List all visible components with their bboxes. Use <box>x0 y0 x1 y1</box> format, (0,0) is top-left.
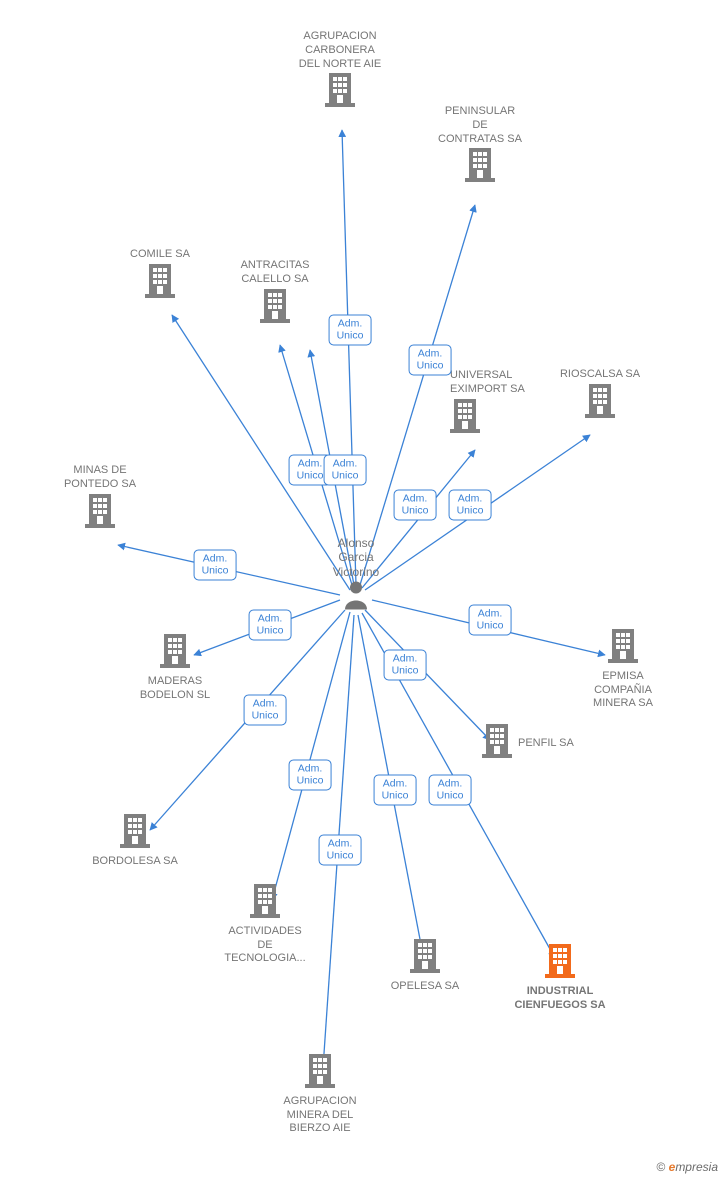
building-icon <box>325 71 355 112</box>
building-icon <box>260 287 290 328</box>
edge-label: Adm.Unico <box>429 774 472 805</box>
edge-label: Adm.Unico <box>249 609 292 640</box>
footer-copyright: © empresia <box>656 1160 718 1174</box>
building-icon <box>608 627 638 668</box>
building-icon <box>585 382 615 423</box>
edge-label: Adm.Unico <box>289 759 332 790</box>
building-icon <box>305 1052 335 1093</box>
building-icon <box>145 262 175 303</box>
company-node[interactable]: BORDOLESA SA <box>80 812 190 869</box>
edge-label: Adm.Unico <box>409 344 452 375</box>
building-icon <box>250 882 280 923</box>
company-node[interactable]: RIOSCALSA SA <box>545 366 655 423</box>
copyright-symbol: © <box>656 1160 665 1174</box>
company-node[interactable]: PENFIL SA <box>482 722 622 763</box>
company-label: AGRUPACIONMINERA DELBIERZO AIE <box>265 1095 375 1136</box>
edge-label: Adm.Unico <box>469 604 512 635</box>
building-icon <box>160 632 190 673</box>
edge-label: Adm.Unico <box>374 774 417 805</box>
building-icon <box>545 942 575 983</box>
edge-label: Adm.Unico <box>394 489 437 520</box>
company-label: OPELESA SA <box>370 980 480 994</box>
edge-label: Adm.Unico <box>324 454 367 485</box>
company-node[interactable]: MINAS DEPONTEDO SA <box>45 462 155 532</box>
edge-label: Adm.Unico <box>329 314 372 345</box>
building-icon <box>465 146 495 187</box>
company-node[interactable]: OPELESA SA <box>370 937 480 994</box>
building-icon <box>120 812 150 853</box>
brand-rest: mpresia <box>675 1160 718 1174</box>
edge-label: Adm.Unico <box>449 489 492 520</box>
company-node[interactable]: ACTIVIDADESDETECNOLOGIA... <box>210 882 320 966</box>
company-node[interactable]: EPMISACOMPAÑIAMINERA SA <box>568 627 678 711</box>
company-node[interactable]: INDUSTRIALCIENFUEGOS SA <box>505 942 615 1012</box>
company-node[interactable]: AGRUPACIONCARBONERADEL NORTE AIE <box>285 28 395 112</box>
company-node[interactable]: ANTRACITASCALELLO SA <box>220 257 330 327</box>
company-label: ACTIVIDADESDETECNOLOGIA... <box>210 925 320 966</box>
company-label: AGRUPACIONCARBONERADEL NORTE AIE <box>285 30 395 71</box>
edge-label: Adm.Unico <box>194 549 237 580</box>
edge-line <box>342 130 356 585</box>
company-label: EPMISACOMPAÑIAMINERA SA <box>568 670 678 711</box>
company-label: INDUSTRIALCIENFUEGOS SA <box>505 985 615 1013</box>
diagram-canvas: AGRUPACIONCARBONERADEL NORTE AIE PENINSU… <box>0 0 728 1180</box>
center-person-icon <box>343 580 369 615</box>
company-node[interactable]: UNIVERSALEXIMPORT SA <box>450 367 560 437</box>
building-icon <box>450 397 480 438</box>
center-label: AlonsoGarciaVictorino <box>333 536 379 579</box>
building-icon <box>85 492 115 533</box>
company-node[interactable]: PENINSULARDECONTRATAS SA <box>425 103 535 187</box>
company-label: COMILE SA <box>105 248 215 262</box>
edge-label: Adm.Unico <box>319 834 362 865</box>
company-label: RIOSCALSA SA <box>545 368 655 382</box>
company-label: MINAS DEPONTEDO SA <box>45 464 155 492</box>
building-icon <box>410 937 440 978</box>
company-node[interactable]: AGRUPACIONMINERA DELBIERZO AIE <box>265 1052 375 1136</box>
company-label: BORDOLESA SA <box>80 855 190 869</box>
company-label: PENINSULARDECONTRATAS SA <box>425 105 535 146</box>
edge-label: Adm.Unico <box>384 649 427 680</box>
company-label: UNIVERSALEXIMPORT SA <box>450 369 560 397</box>
company-label: PENFIL SA <box>518 737 574 751</box>
company-node[interactable]: MADERASBODELON SL <box>120 632 230 702</box>
edge-label: Adm.Unico <box>244 694 287 725</box>
building-icon <box>482 722 512 763</box>
company-label: MADERASBODELON SL <box>120 675 230 703</box>
company-label: ANTRACITASCALELLO SA <box>220 259 330 287</box>
company-node[interactable]: COMILE SA <box>105 246 215 303</box>
